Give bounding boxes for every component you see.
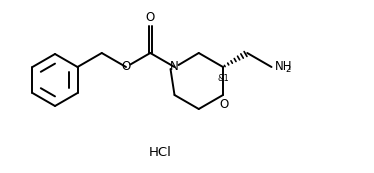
Text: O: O [122, 61, 131, 74]
Text: 2: 2 [285, 66, 291, 75]
Text: NH: NH [275, 61, 292, 74]
Text: O: O [220, 98, 229, 111]
Text: HCl: HCl [148, 145, 171, 158]
Text: &1: &1 [217, 74, 229, 83]
Text: O: O [145, 11, 155, 24]
Text: N: N [170, 61, 179, 74]
